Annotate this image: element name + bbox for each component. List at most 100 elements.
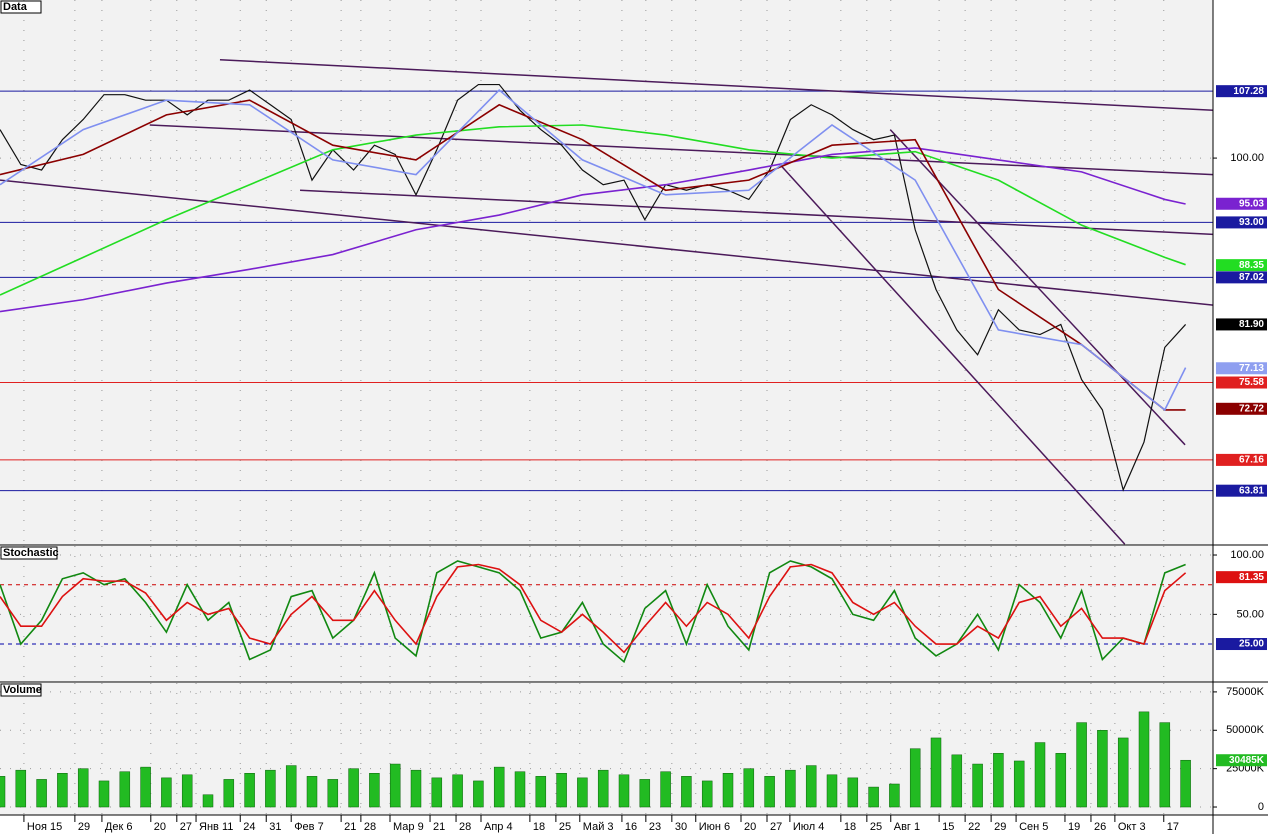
volume-bar — [909, 748, 921, 808]
volume-bar — [1076, 722, 1087, 808]
x-tick-label: 15 — [942, 821, 954, 833]
y-tick-label: 50000K — [1226, 724, 1265, 736]
x-tick-label: 20 — [154, 821, 166, 833]
x-tick-label: 30 — [675, 821, 687, 833]
value-box — [1216, 402, 1267, 415]
y-tick-label: 100.00 — [1230, 152, 1264, 164]
value-box — [1216, 638, 1267, 651]
volume-bar — [1138, 711, 1150, 808]
trend-line — [219, 58, 1214, 112]
volume-bar — [701, 780, 713, 808]
volume-bar — [181, 774, 193, 808]
series-line — [0, 124, 1186, 296]
volume-bar — [1013, 760, 1025, 808]
volume-bar — [327, 779, 339, 808]
value-box — [1216, 85, 1267, 98]
volume-bar — [743, 768, 755, 808]
x-tick-label: Авг 1 — [894, 821, 920, 833]
series-line — [0, 563, 1187, 654]
x-tick-label: 25 — [559, 821, 571, 833]
value-box-label: 95.03 — [1239, 198, 1264, 209]
volume-bar — [1097, 730, 1108, 808]
trend-line — [300, 189, 1214, 236]
volume-bar — [223, 779, 235, 808]
volume-bar — [639, 779, 651, 808]
trend-line — [149, 124, 1214, 176]
panel-title-box — [0, 546, 58, 560]
volume-bar — [119, 771, 131, 808]
volume-bar — [722, 773, 734, 808]
x-tick-label: 26 — [1094, 821, 1106, 833]
x-tick-label: Апр 4 — [484, 821, 513, 833]
value-box — [1216, 453, 1267, 466]
x-tick-label: 29 — [994, 821, 1006, 833]
volume-bar — [1055, 753, 1067, 808]
value-box — [1216, 318, 1267, 331]
volume-bar — [369, 773, 380, 808]
x-tick-label: Июл 4 — [793, 821, 825, 833]
volume-bar — [514, 771, 526, 808]
trend-line — [779, 164, 1126, 545]
value-box-label: 30485K — [1229, 755, 1265, 766]
trend-line — [0, 179, 1214, 306]
y-tick-label: 75000K — [1226, 686, 1265, 698]
x-tick-label: 23 — [649, 821, 661, 833]
volume-bar — [410, 769, 422, 808]
volume-bar — [140, 766, 151, 808]
volume-bar — [785, 769, 796, 808]
value-box — [1216, 362, 1267, 375]
x-tick-label: 20 — [744, 821, 756, 833]
series-line — [0, 147, 1186, 313]
volume-bar — [57, 773, 68, 808]
value-box-label: 88.35 — [1239, 260, 1264, 271]
x-tick-label: 21 — [344, 821, 356, 833]
value-box — [1216, 216, 1267, 229]
x-tick-label: 16 — [625, 821, 637, 833]
x-tick-label: Июн 6 — [699, 821, 730, 833]
y-tick-label: 50.00 — [1236, 608, 1264, 620]
value-box-label: 67.16 — [1239, 455, 1264, 466]
x-tick-label: Май 3 — [583, 821, 614, 833]
value-box-label: 93.00 — [1239, 217, 1264, 228]
x-tick-label: Окт 3 — [1118, 821, 1146, 833]
x-tick-label: 27 — [180, 821, 192, 833]
volume-bar — [306, 776, 318, 808]
x-tick-label: 28 — [459, 821, 471, 833]
volume-bar — [431, 777, 443, 808]
volume-bar — [285, 765, 297, 808]
volume-bar — [202, 794, 214, 808]
value-box-label: 72.72 — [1239, 403, 1264, 414]
value-box — [1216, 484, 1267, 497]
value-box — [1216, 197, 1267, 210]
y-tick-label: 100.00 — [1230, 549, 1264, 561]
x-tick-label: Янв 11 — [199, 821, 233, 833]
panel-title-box — [0, 0, 42, 14]
x-tick-label: 28 — [364, 821, 376, 833]
volume-bar — [535, 776, 547, 808]
volume-bar — [1180, 759, 1191, 808]
volume-bar — [577, 777, 588, 808]
panel-bg — [0, 0, 1213, 545]
volume-bar — [98, 780, 110, 808]
value-box — [1216, 571, 1267, 584]
volume-bar — [389, 763, 401, 808]
panel-bg — [0, 546, 1213, 682]
panel-title: Volume — [3, 684, 42, 696]
x-tick-label: 18 — [844, 821, 856, 833]
x-tick-label: 24 — [243, 821, 255, 833]
panel-title: Data — [3, 1, 28, 13]
volume-bar — [1117, 737, 1129, 808]
volume-bar — [951, 754, 963, 808]
volume-bar — [161, 777, 172, 808]
value-box-label: 87.02 — [1239, 272, 1264, 283]
series-line — [0, 88, 1187, 412]
volume-bar — [868, 786, 879, 808]
series-line — [0, 83, 1187, 492]
volume-bar — [993, 753, 1004, 808]
volume-bar — [244, 773, 255, 808]
value-box — [1216, 376, 1267, 389]
volume-bar — [847, 777, 859, 808]
x-tick-label: 31 — [269, 821, 281, 833]
value-box — [1216, 259, 1267, 272]
